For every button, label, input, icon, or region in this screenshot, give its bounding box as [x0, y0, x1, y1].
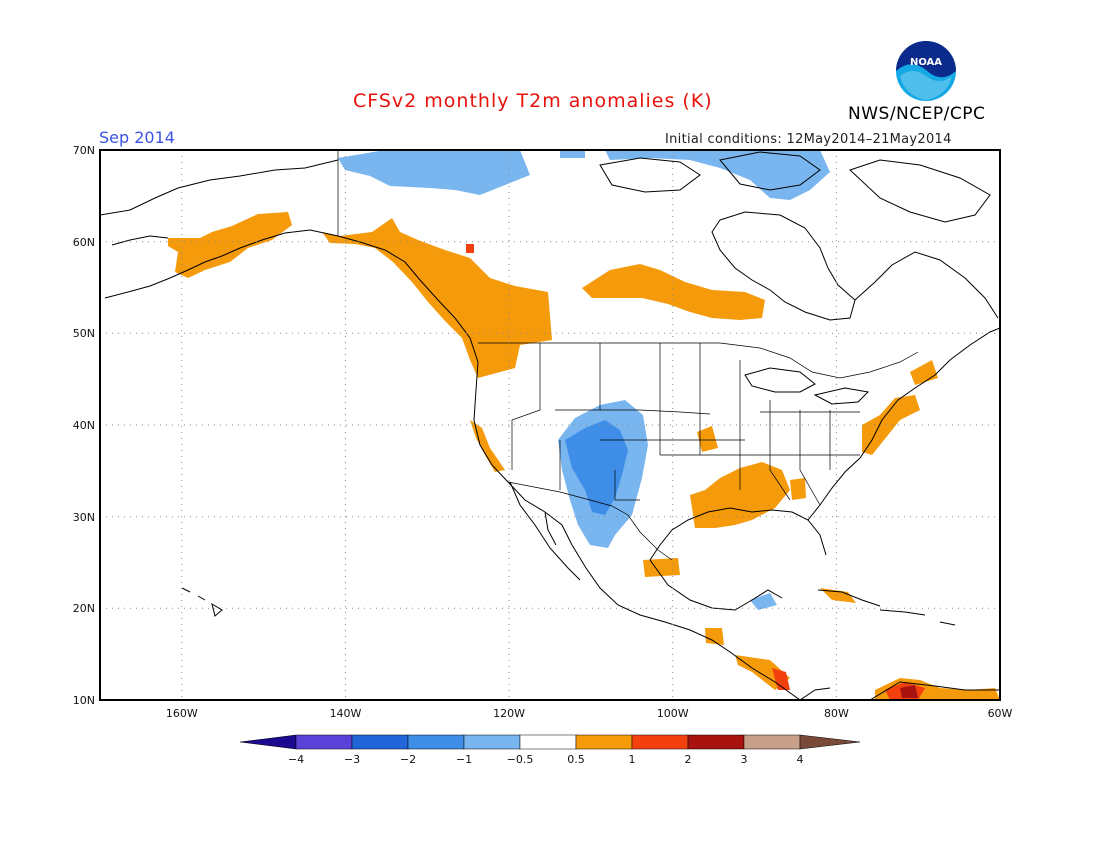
lon-label: 60W — [988, 707, 1013, 720]
anomaly-warm-central-canada — [582, 264, 765, 320]
colorbar-tick-label: −2 — [400, 753, 416, 766]
map-title: CFSv2 monthly T2m anomalies (K) — [353, 90, 713, 112]
anomaly-warm-southeast — [790, 478, 806, 500]
colorbar-swatch — [407, 734, 465, 750]
lon-label: 80W — [824, 707, 849, 720]
colorbar — [239, 734, 861, 750]
lon-label: 120W — [493, 707, 525, 720]
colorbar-swatch — [799, 734, 861, 750]
anomaly-warm-darkred-south-america — [900, 685, 918, 698]
anomaly-warm-alaska — [168, 212, 292, 278]
map-frame — [99, 149, 1001, 701]
agency-label: NWS/NCEP/CPC — [848, 104, 986, 124]
lat-label: 70N — [73, 144, 95, 157]
colorbar-tick-label: −1 — [456, 753, 472, 766]
forecast-month: Sep 2014 — [99, 128, 175, 147]
lon-label: 100W — [657, 707, 689, 720]
anomaly-warm-western-canada — [322, 218, 552, 378]
logo-text: NOAA — [910, 57, 942, 68]
anomaly-cold-yucatan — [750, 593, 777, 610]
colorbar-swatch — [687, 734, 745, 750]
colorbar-tick-label: −3 — [344, 753, 360, 766]
colorbar-tick-label: −0.5 — [507, 753, 534, 766]
anomaly-warm-texas-coast — [690, 462, 790, 528]
colorbar-labels: −4 −3 −2 −1 −0.5 0.5 1 2 3 4 — [288, 753, 804, 766]
anomaly-warm-mexico — [643, 558, 680, 577]
anomaly-warm-new-england — [910, 360, 938, 385]
colorbar-swatch — [519, 734, 577, 750]
graticule — [100, 150, 1000, 700]
anomaly-warm-east-coast — [862, 395, 920, 455]
lon-label: 140W — [330, 707, 362, 720]
colorbar-tick-label: −4 — [288, 753, 304, 766]
colorbar-tick-label: 1 — [629, 753, 636, 766]
lat-label: 20N — [73, 602, 95, 615]
colorbar-tick-label: 2 — [685, 753, 692, 766]
lat-label: 60N — [73, 236, 95, 249]
colorbar-swatch — [463, 734, 521, 750]
anomaly-shading — [168, 150, 1000, 700]
anomaly-cold-southwest-mid — [565, 420, 628, 515]
colorbar-swatch — [575, 734, 633, 750]
longitude-labels: 160W 140W 120W 100W 80W 60W — [166, 707, 1013, 720]
noaa-logo: NOAA — [895, 40, 957, 102]
anomaly-cold-arctic-east — [605, 150, 830, 200]
anomaly-warm-west-coast — [470, 420, 505, 472]
colorbar-swatch — [631, 734, 689, 750]
anomaly-warm-strong-bc — [466, 244, 474, 253]
coastlines — [100, 151, 1000, 700]
anomaly-cold-arctic-west — [338, 150, 530, 195]
lat-label: 50N — [73, 327, 95, 340]
anomaly-warm-strong-central-america — [772, 668, 790, 690]
colorbar-swatch — [295, 734, 353, 750]
colorbar-tick-label: 4 — [797, 753, 804, 766]
latitude-labels: 70N 60N 50N 40N 30N 20N 10N — [73, 144, 95, 707]
colorbar-swatch — [239, 734, 297, 750]
lat-label: 10N — [73, 694, 95, 707]
colorbar-swatch — [351, 734, 409, 750]
lat-label: 40N — [73, 419, 95, 432]
anomaly-warm-missouri — [697, 426, 718, 452]
initial-conditions: Initial conditions: 12May2014–21May2014 — [665, 132, 952, 147]
anomaly-cold-arctic-patch — [560, 150, 585, 158]
colorbar-tick-label: 0.5 — [567, 753, 585, 766]
political-borders — [337, 150, 919, 561]
lon-label: 160W — [166, 707, 198, 720]
lat-label: 30N — [73, 511, 95, 524]
anomaly-warm-central-america — [705, 628, 790, 690]
colorbar-tick-label: 3 — [741, 753, 748, 766]
anomaly-warm-caribbean — [820, 588, 856, 603]
colorbar-swatch — [743, 734, 801, 750]
